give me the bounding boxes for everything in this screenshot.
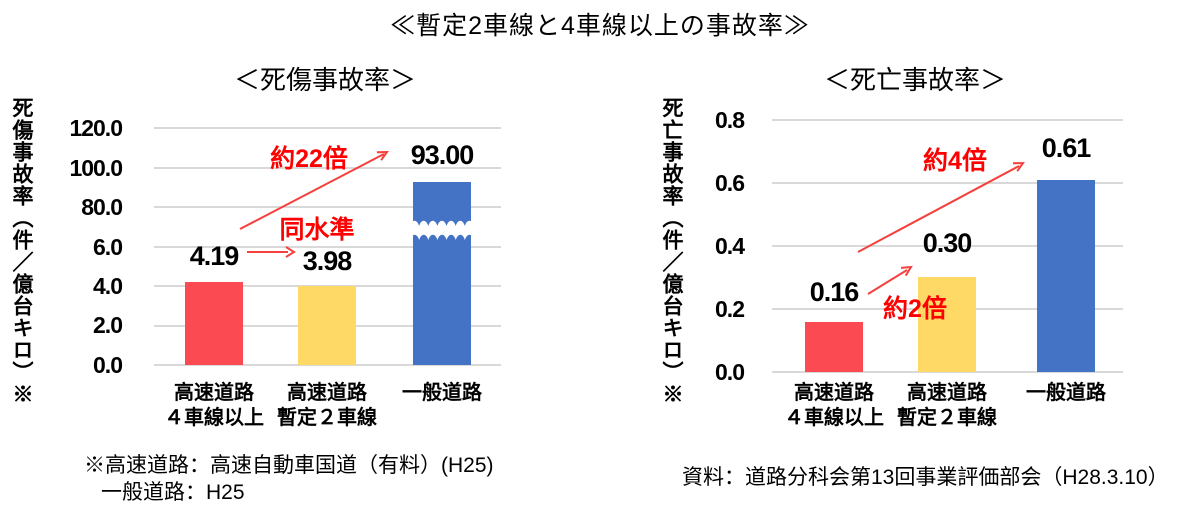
annotation-same-level: 同水準 — [279, 216, 355, 244]
category-label-general-road: 一般道路 — [402, 382, 482, 404]
value-label: 3.98 — [302, 246, 353, 276]
annotation-ratio-4x: 約4倍 — [923, 147, 987, 175]
page-title: ≪暫定2車線と4車線以上の事故率≫ — [390, 12, 810, 40]
gridline — [154, 127, 501, 129]
y-tick-label: 0.4 — [715, 233, 745, 259]
bar-expressway-2lane — [918, 277, 976, 372]
category-label-expressway-4lane: 高速道路 ４車線以上 — [784, 382, 884, 429]
bar-expressway-2lane — [298, 286, 356, 365]
y-axis-title-fatal: 死亡事故率（件／億台キロ）※ — [660, 97, 683, 405]
x-axis-line — [772, 371, 1123, 373]
category-label-expressway-2lane: 高速道路 暫定２車線 — [897, 382, 997, 429]
annotation-ratio-2x: 約2倍 — [883, 295, 947, 323]
value-label: 0.61 — [1041, 133, 1092, 163]
chart-title-fatal: ＜死亡事故率＞ — [823, 65, 1006, 95]
footnote-source-right: 資料：道路分科会第13回事業評価部会（H28.3.10） — [682, 466, 1169, 489]
y-tick-label: 2.0 — [93, 312, 123, 338]
y-tick-label: 80.0 — [81, 194, 123, 220]
footnote-source-left-line2: 一般道路：H25 — [101, 481, 245, 504]
value-label: 4.19 — [189, 241, 240, 271]
y-tick-label: 4.0 — [93, 273, 123, 299]
category-label-expressway-4lane: 高速道路 ４車線以上 — [164, 382, 264, 429]
bar-general-road — [1037, 180, 1095, 372]
category-label-general-road: 一般道路 — [1026, 382, 1106, 404]
y-tick-label: 0.0 — [93, 352, 123, 378]
y-tick-label: 6.0 — [93, 234, 123, 260]
y-tick-label: 120.0 — [69, 115, 123, 141]
value-label: 0.16 — [809, 277, 860, 307]
category-label-expressway-2lane: 高速道路 暫定２車線 — [277, 382, 377, 429]
arrow-same-level — [247, 246, 296, 258]
bar-expressway-4lane — [805, 322, 863, 372]
chart-title-injury: ＜死傷事故率＞ — [233, 65, 416, 95]
footnote-source-left-line1: ※高速道路：高速自動車国道（有料）(H25) — [84, 454, 494, 477]
bar-expressway-4lane — [185, 282, 243, 365]
gridline — [154, 246, 501, 248]
y-tick-label: 0.2 — [715, 296, 745, 322]
value-label: 93.00 — [410, 140, 475, 170]
y-tick-label: 0.8 — [715, 107, 745, 133]
annotation-ratio-22x: 約22倍 — [270, 145, 348, 173]
y-tick-label: 0.0 — [715, 359, 745, 385]
gridline — [772, 119, 1123, 121]
y-tick-label: 0.6 — [715, 170, 745, 196]
bar-general-road-broken — [413, 182, 471, 365]
x-axis-line — [154, 364, 501, 366]
value-label: 0.30 — [922, 228, 973, 258]
y-tick-label: 100.0 — [69, 155, 123, 181]
y-axis-title-injury: 死傷事故率（件／億台キロ）※ — [10, 97, 33, 405]
